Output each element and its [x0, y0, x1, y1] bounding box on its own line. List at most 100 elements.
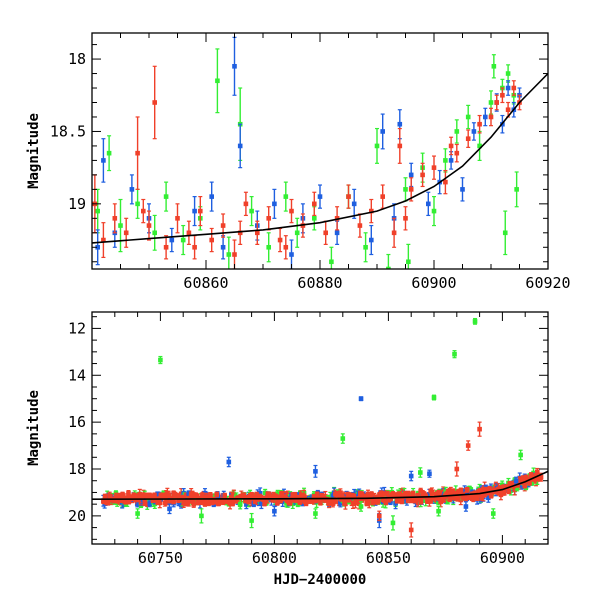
bottom-ytick-label-3: 18: [68, 460, 86, 478]
bottom-band-blue-point-75-marker: [178, 502, 184, 508]
bottom-band-red-overlay-464-marker: [101, 498, 106, 504]
top-blue-point-21-marker: [397, 121, 403, 127]
top-red-point-18: [289, 198, 294, 224]
bottom-band-blue-point-239-marker: [338, 501, 343, 506]
top-blue-point-26: [460, 177, 465, 202]
top-blue-point-0: [95, 229, 100, 266]
bottom-band-red-overlay-598-marker: [314, 492, 320, 497]
top-green-point-12-marker: [266, 244, 271, 250]
top-blue-point-30: [505, 80, 511, 96]
bottom-model-curve: [92, 470, 548, 500]
top-blue-point-28: [483, 107, 488, 127]
bottom-band-red-overlay-476-marker: [120, 492, 125, 497]
top-green-point-34: [491, 54, 497, 79]
top-red-point-42-marker: [283, 244, 289, 250]
top-red-point-3: [123, 217, 129, 248]
bottom-band-red-overlay-639-marker: [380, 491, 385, 497]
bottom-green-outlier-10: [313, 508, 318, 519]
top-green-point-3: [135, 188, 140, 219]
bottom-band-green-point-193-marker: [290, 501, 296, 507]
bottom-band-red-overlay-636: [375, 498, 381, 504]
bottom-band-red-overlay-584-marker: [292, 492, 298, 498]
bottom-band-red-overlay-479-marker: [125, 495, 130, 501]
bottom-band-red-overlay-581-marker: [287, 500, 293, 506]
top-green-point-21: [403, 177, 408, 202]
bottom-band-red-overlay-539-marker: [220, 499, 226, 505]
top-xtick-label-3: 60920: [525, 274, 570, 292]
bottom-band-red-overlay-657-marker: [409, 497, 414, 503]
bottom-band-red-point-30-marker: [126, 491, 131, 496]
bottom-band-red-overlay-674-marker: [436, 490, 441, 496]
bottom-band-red-overlay-688-marker: [458, 488, 464, 493]
top-red-point-43: [237, 220, 243, 245]
bottom-green-outlier-6: [518, 449, 523, 461]
top-red-point-33: [454, 143, 460, 163]
bottom-blue-outlier-2-marker: [358, 396, 364, 402]
bottom-band-red-overlay-658: [410, 490, 416, 497]
bottom-green-outlier-15-marker: [237, 501, 243, 507]
bottom-green-outlier-12: [390, 515, 396, 531]
bottom-band-red-overlay-731-marker: [527, 480, 532, 486]
bottom-red-outlier-4: [376, 510, 382, 522]
bottom-band-red-overlay-535-marker: [214, 492, 220, 497]
top-red-point-46: [403, 206, 408, 231]
top-green-point-9-marker: [226, 252, 232, 257]
bottom-ytick-label-4: 20: [68, 507, 86, 525]
top-green-point-14: [294, 217, 300, 248]
top-blue-point-27: [471, 122, 477, 141]
bottom-band-red-overlay-651: [399, 498, 405, 505]
top-blue-point-3-marker: [129, 187, 135, 192]
bottom-red-outlier-3-marker: [477, 426, 482, 432]
bottom-band-red-overlay-560-marker: [254, 492, 259, 497]
top-green-point-4-marker: [152, 230, 157, 236]
bottom-band-red-overlay-489-marker: [141, 492, 146, 498]
top-blue-point-13-marker: [289, 252, 294, 257]
bottom-blue-outlier-1: [313, 464, 318, 478]
bottom-blue-outlier-9: [463, 501, 469, 512]
top-green-point-5: [163, 181, 169, 212]
top-model-curve: [92, 72, 548, 244]
bottom-red-outlier-0: [408, 522, 414, 538]
bottom-xtick-label-0: 60750: [138, 549, 183, 567]
bottom-green-outlier-2: [418, 467, 423, 478]
bottom-green-outlier-4: [452, 350, 457, 359]
bottom-band-blue-point-198-marker: [295, 492, 301, 498]
bottom-band-red-overlay-692: [464, 486, 470, 493]
top-green-point-20-marker: [386, 266, 391, 269]
bottom-green-outlier-9-marker: [249, 518, 254, 523]
bottom-band-red-overlay-680-marker: [445, 489, 451, 495]
bottom-band-red-overlay-555-marker: [246, 499, 251, 504]
bottom-band-red-overlay-658-marker: [410, 491, 416, 496]
top-blue-point-18-marker: [369, 237, 374, 243]
top-green-point-33-marker: [502, 230, 508, 236]
bottom-band-red-overlay-468-marker: [107, 493, 113, 499]
bottom-band-red-overlay-621-marker: [351, 494, 357, 499]
bottom-band-red-overlay-526-marker: [200, 492, 205, 498]
bottom-band-red-point-256-marker: [350, 501, 356, 507]
bottom-band-red-overlay-700-marker: [477, 488, 483, 494]
top-green-point-24: [443, 148, 448, 173]
top-red-point-18-marker: [289, 208, 294, 214]
top-red-point-30: [420, 162, 425, 188]
bottom-band-red-overlay-530-marker: [206, 500, 212, 506]
bottom-band-red-overlay-506-marker: [168, 499, 173, 504]
top-blue-point-18: [369, 224, 374, 256]
top-red-point-36: [488, 107, 494, 127]
top-red-point-29: [408, 177, 414, 202]
top-blue-point-23: [426, 191, 431, 217]
top-blue-point-25-marker: [448, 158, 454, 163]
bottom-band-red-point-207-marker: [301, 493, 307, 499]
top-green-point-25: [454, 119, 460, 144]
bottom-band-red-point-246-marker: [341, 492, 347, 498]
bottom-band-red-overlay-467: [105, 499, 111, 506]
bottom-blue-outlier-6-marker: [167, 506, 172, 512]
bottom-band-red-overlay-701-marker: [479, 495, 484, 500]
bottom-band-red-overlay-641-marker: [383, 500, 389, 505]
top-green-point-8: [215, 48, 220, 114]
top-green-point-23: [431, 196, 437, 227]
bottom-band-blue-point-231-marker: [330, 493, 336, 499]
top-red-point-16: [266, 206, 271, 231]
top-red-point-16-marker: [266, 216, 271, 221]
